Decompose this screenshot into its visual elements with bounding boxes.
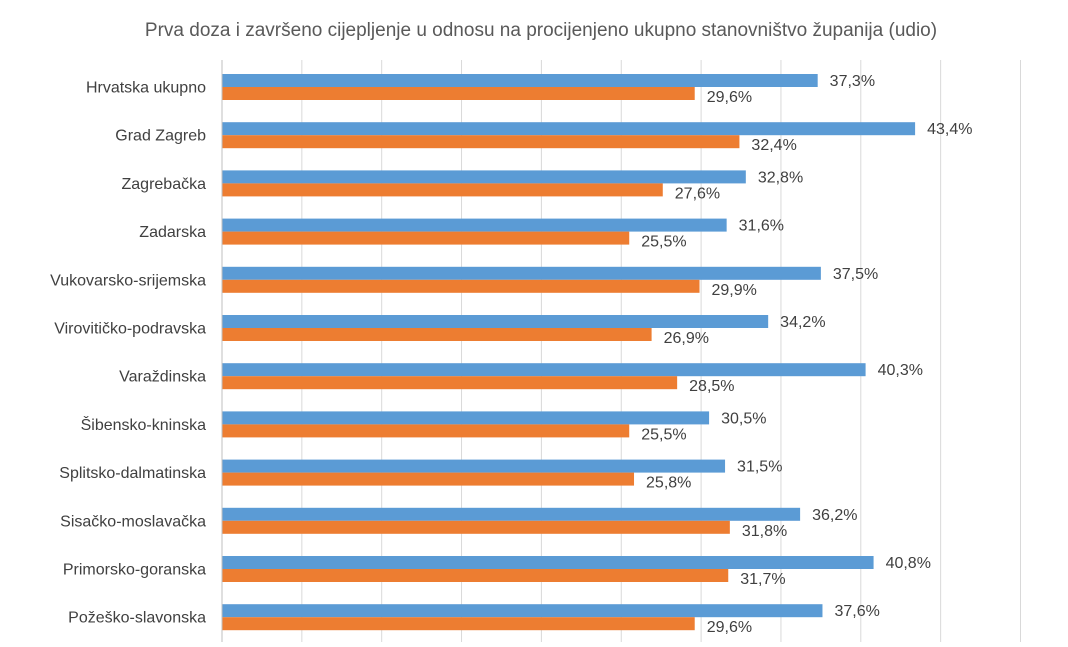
bar-first-dose — [222, 363, 866, 377]
category-label: Zagrebačka — [122, 176, 207, 193]
category-label: Zadarska — [139, 224, 206, 241]
data-label-first-dose: 43,4% — [927, 121, 972, 138]
category-label: Požeško-slavonska — [68, 610, 206, 627]
data-label-completed: 25,5% — [641, 234, 686, 251]
data-label-completed: 29,6% — [707, 89, 752, 106]
bars — [222, 74, 916, 631]
data-label-first-dose: 37,6% — [834, 603, 879, 620]
bar-completed — [222, 569, 729, 582]
bar-completed — [222, 279, 700, 293]
bar-first-dose — [222, 218, 727, 232]
bar-completed — [222, 617, 695, 631]
bar-first-dose — [222, 411, 710, 425]
data-label-completed: 26,9% — [664, 330, 709, 347]
data-label-first-dose: 40,3% — [878, 362, 923, 379]
bar-completed — [222, 328, 652, 341]
data-label-completed: 32,4% — [751, 137, 796, 154]
category-label: Virovitičko-podravska — [54, 321, 206, 338]
data-label-first-dose: 32,8% — [758, 169, 803, 186]
data-label-completed: 28,5% — [689, 378, 734, 395]
data-label-first-dose: 37,5% — [833, 266, 878, 283]
data-label-first-dose: 40,8% — [886, 555, 931, 572]
bar-first-dose — [222, 170, 746, 184]
data-label-completed: 25,8% — [646, 475, 691, 492]
bar-first-dose — [222, 122, 916, 136]
data-label-first-dose: 37,3% — [830, 73, 875, 90]
bar-first-dose — [222, 556, 874, 569]
data-label-completed: 31,8% — [742, 523, 787, 540]
bar-completed — [222, 183, 663, 197]
bar-first-dose — [222, 74, 818, 87]
category-label: Hrvatska ukupno — [86, 80, 206, 97]
bar-completed — [222, 376, 678, 390]
bar-completed — [222, 472, 635, 486]
data-label-first-dose: 30,5% — [721, 410, 766, 427]
data-label-completed: 29,9% — [712, 282, 757, 299]
data-label-first-dose: 34,2% — [780, 314, 825, 331]
bar-first-dose — [222, 507, 801, 521]
bar-first-dose — [222, 604, 823, 618]
data-labels: 37,3% 29,6% 43,4% 32,4% 32,8% 27,6% 31,6% 25,5%… — [641, 73, 972, 636]
category-label: Varaždinska — [119, 369, 206, 386]
category-label: Grad Zagreb — [115, 128, 206, 145]
bar-first-dose — [222, 459, 726, 473]
data-label-completed: 25,5% — [641, 426, 686, 443]
category-labels: Hrvatska ukupno Grad Zagreb Zagrebačka Zada… — [50, 80, 206, 627]
category-label: Splitsko-dalmatinska — [59, 465, 206, 482]
data-label-completed: 27,6% — [675, 185, 720, 202]
bar-completed — [222, 135, 740, 149]
data-label-first-dose: 31,5% — [737, 459, 782, 476]
category-label: Šibensko-kninska — [81, 415, 207, 434]
category-label: Vukovarsko-srijemska — [50, 272, 206, 289]
bar-first-dose — [222, 266, 821, 280]
chart-title: Prva doza i završeno cijepljenje u odnos… — [145, 20, 937, 41]
data-label-completed: 29,6% — [707, 619, 752, 636]
bar-completed — [222, 87, 695, 100]
category-label: Sisačko-moslavačka — [60, 513, 206, 530]
bar-completed — [222, 231, 630, 245]
data-label-completed: 31,7% — [740, 571, 785, 588]
gridlines — [301, 60, 1021, 642]
bar-completed — [222, 520, 730, 534]
bar-first-dose — [222, 315, 769, 328]
data-label-first-dose: 36,2% — [812, 507, 857, 524]
category-label: Primorsko-goranska — [63, 562, 206, 579]
data-label-first-dose: 31,6% — [739, 218, 784, 235]
bar-completed — [222, 424, 630, 438]
